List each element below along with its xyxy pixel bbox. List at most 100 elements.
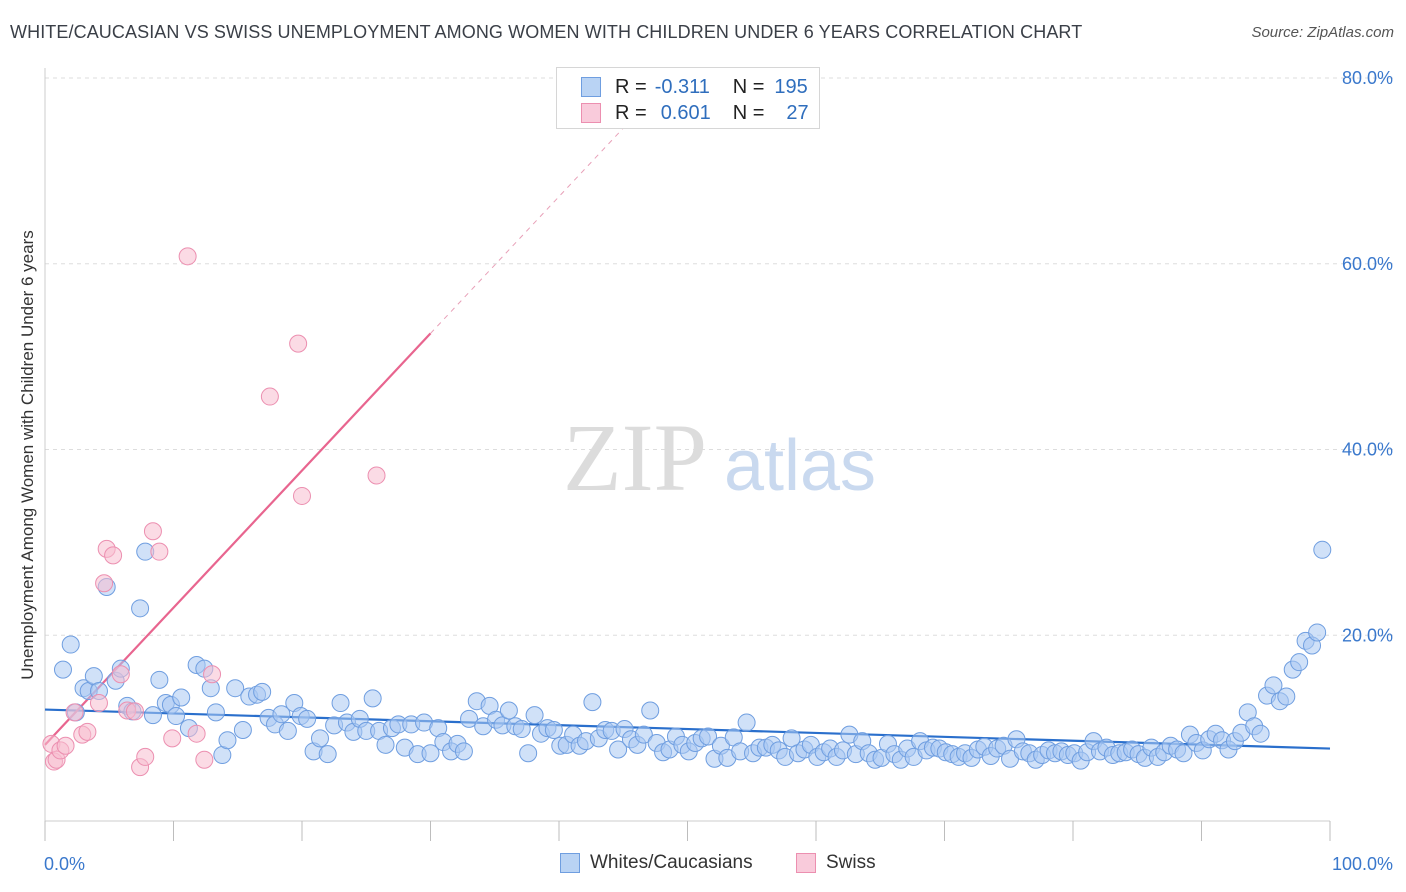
bottom-legend-whites[interactable]: Whites/Caucasians (560, 852, 753, 874)
whites-point (131, 599, 150, 618)
whites-point (454, 742, 473, 761)
y-axis-label: Unemployment Among Women with Children U… (18, 230, 37, 679)
y-tick-label: 40.0% (1342, 440, 1393, 460)
swiss-point (289, 334, 308, 353)
whites-trend-line (44, 708, 1331, 750)
legend-n-value-swiss: 27 (786, 101, 809, 124)
whites-point (1290, 653, 1309, 672)
bottom-legend-swatch-blue (560, 853, 580, 873)
swiss-point (89, 694, 108, 713)
swiss-point (125, 702, 144, 721)
swiss-point (293, 486, 311, 505)
watermark: ZIP atlas (563, 404, 876, 511)
whites-point (331, 694, 350, 713)
whites-point (699, 727, 718, 746)
whites-point (583, 693, 602, 712)
x-tick-label-min: 0.0% (44, 854, 85, 874)
legend-n-label: N = (732, 75, 765, 98)
whites-point (544, 720, 563, 739)
y-tick-label: 20.0% (1342, 625, 1393, 645)
bottom-legend-swatch-pink (796, 853, 816, 873)
bottom-legend-swiss[interactable]: Swiss (796, 852, 876, 874)
bottom-legend: Whites/Caucasians Swiss (0, 852, 1406, 878)
whites-point (376, 735, 395, 754)
legend-r-value-whites: -0.311 (654, 75, 710, 98)
whites-point (233, 720, 252, 739)
whites-caucasians-points (53, 540, 1332, 770)
whites-point (609, 740, 628, 759)
swiss-point (95, 574, 114, 593)
whites-point (61, 635, 80, 654)
swiss-point (187, 724, 206, 743)
swiss-point (65, 703, 84, 722)
whites-point (1174, 744, 1193, 763)
x-tick-label-max: 100.0% (1332, 854, 1393, 874)
bottom-legend-label-whites: Whites/Caucasians (590, 852, 753, 873)
swiss-point (56, 736, 75, 755)
whites-point (1251, 724, 1270, 743)
swiss-point (104, 546, 123, 565)
whites-point (499, 701, 518, 720)
whites-point (167, 707, 186, 726)
swiss-point (143, 522, 162, 541)
legend-r-label: R = (615, 75, 647, 98)
swiss-trend-extension (430, 127, 624, 334)
whites-point (421, 744, 440, 763)
whites-point (525, 706, 544, 725)
legend-row-whites: R = -0.311 N = 195 (581, 75, 808, 99)
whites-point (226, 679, 245, 698)
swiss-point (260, 387, 279, 406)
whites-point (363, 689, 382, 708)
whites-point (206, 703, 225, 722)
watermark-atlas: atlas (724, 426, 876, 506)
tick-labels: 20.0% 40.0% 60.0% 80.0% 0.0% 100.0% (44, 68, 1393, 874)
whites-point (53, 660, 72, 679)
whites-point (253, 682, 272, 701)
swiss-point (195, 750, 214, 769)
swiss-point (136, 747, 155, 766)
stats-legend: R = -0.311 N = 195 R = 0.601 N = 27 (556, 67, 820, 129)
legend-n-value-whites: 195 (774, 75, 808, 98)
y-tick-label: 80.0% (1342, 68, 1393, 88)
whites-point (278, 721, 297, 740)
legend-r-value-swiss: 0.601 (660, 101, 711, 124)
whites-point (218, 731, 237, 750)
swiss-point (163, 729, 182, 748)
watermark-zip: ZIP (563, 404, 707, 511)
whites-point (519, 744, 538, 763)
whites-point (272, 705, 291, 724)
y-tick-label: 60.0% (1342, 254, 1393, 274)
legend-swatch-blue (581, 77, 601, 97)
grid-lines (45, 77, 1393, 636)
whites-point (641, 701, 660, 720)
legend-r-label: R = (615, 101, 647, 124)
whites-point (634, 725, 653, 744)
whites-point (1308, 623, 1327, 642)
chart-title: WHITE/CAUCASIAN VS SWISS UNEMPLOYMENT AM… (10, 22, 1083, 42)
whites-point (1264, 676, 1283, 695)
swiss-point (178, 247, 197, 266)
whites-point (460, 709, 479, 728)
whites-point (318, 745, 337, 764)
whites-point (298, 709, 317, 728)
swiss-point (367, 466, 386, 485)
whites-point (512, 720, 531, 739)
swiss-point (150, 542, 169, 561)
whites-point (1313, 540, 1332, 559)
whites-point (150, 670, 169, 689)
swiss-point (111, 665, 130, 684)
whites-point (782, 729, 801, 748)
whites-point (143, 706, 162, 725)
legend-n-label: N = (732, 101, 765, 124)
swiss-point (78, 722, 97, 741)
whites-point (310, 729, 329, 748)
swiss-point (203, 665, 222, 684)
legend-swatch-pink (581, 103, 601, 123)
whites-point (1277, 687, 1296, 706)
source-credit: Source: ZipAtlas.com (1251, 24, 1394, 41)
whites-point (737, 713, 756, 732)
swiss-points (42, 247, 386, 777)
legend-row-swiss: R = 0.601 N = 27 (581, 101, 809, 125)
axes (44, 68, 1331, 841)
